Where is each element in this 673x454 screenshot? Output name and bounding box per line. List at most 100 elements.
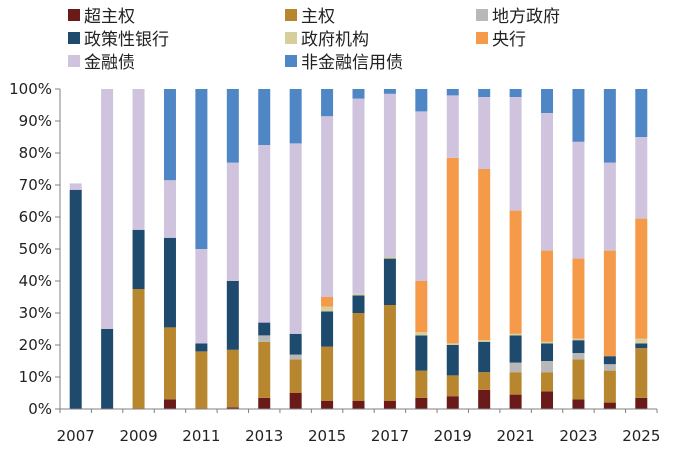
bar-2016-6	[352, 98, 365, 294]
bar-2025-1	[635, 348, 648, 398]
x-tick-label-2017: 2017	[371, 427, 409, 445]
bar-2009-6	[132, 89, 145, 230]
y-tick-label-2: 20%	[19, 336, 52, 354]
bar-2020-1	[478, 372, 491, 390]
bar-2012-0	[226, 407, 239, 409]
bar-2013-7	[258, 89, 271, 145]
legend-label-1: 主权	[301, 7, 335, 27]
legend-label-6: 金融债	[84, 53, 135, 73]
bar-2014-2	[289, 354, 302, 360]
bar-2018-7	[415, 89, 428, 112]
bar-2023-2	[572, 353, 585, 360]
bar-2020-4	[478, 340, 491, 342]
x-tick-label-2009: 2009	[119, 427, 157, 445]
bar-2020-0	[478, 389, 491, 409]
bar-2023-3	[572, 340, 585, 353]
bar-2019-1	[446, 375, 459, 397]
bar-2012-7	[226, 89, 239, 163]
bar-2008-6	[101, 89, 114, 329]
legend-swatch-4	[285, 32, 297, 44]
legend-swatch-3	[68, 32, 80, 44]
x-tick-label-2011: 2011	[182, 427, 220, 445]
y-tick-label-6: 60%	[19, 208, 52, 226]
bar-2024-6	[603, 162, 616, 251]
bar-2016-7	[352, 89, 365, 99]
bar-2014-3	[289, 333, 302, 355]
bar-2025-7	[635, 89, 648, 137]
legend-swatch-6	[68, 55, 80, 67]
bar-2025-0	[635, 397, 648, 409]
x-tick-label-2025: 2025	[622, 427, 660, 445]
bar-2011-3	[195, 343, 208, 352]
bar-2023-1	[572, 359, 585, 400]
bars	[69, 89, 648, 409]
bar-2016-0	[352, 401, 365, 409]
legend-label-2: 地方政府	[492, 7, 560, 27]
bar-2024-7	[603, 89, 616, 163]
bar-2024-3	[603, 356, 616, 365]
bar-2011-6	[195, 249, 208, 344]
bar-2016-4	[352, 293, 365, 296]
bar-2018-5	[415, 281, 428, 333]
bar-2022-1	[541, 372, 554, 392]
bar-2018-1	[415, 370, 428, 398]
bar-2019-4	[446, 343, 459, 345]
bar-2020-3	[478, 341, 491, 373]
legend-label-5: 央行	[492, 30, 526, 50]
bar-2017-6	[383, 93, 396, 257]
y-tick-label-7: 70%	[19, 176, 52, 194]
bar-2009-1	[132, 289, 145, 409]
y-tick-label-1: 10%	[19, 368, 52, 386]
bar-2025-4	[635, 338, 648, 344]
axes: 0% 10% 20% 30% 40% 50% 60% 70% 80% 90% 100% 2007 200…	[9, 80, 660, 445]
bar-2024-1	[603, 370, 616, 403]
bar-2007-6	[69, 183, 82, 190]
bar-2016-1	[352, 313, 365, 401]
bar-2019-3	[446, 345, 459, 376]
bar-2022-0	[541, 391, 554, 409]
bar-2024-2	[603, 364, 616, 371]
bar-2022-4	[541, 341, 554, 344]
bar-2018-6	[415, 111, 428, 282]
bar-2019-5	[446, 157, 459, 344]
legend-label-4: 政府机构	[301, 30, 369, 50]
bar-2021-7	[509, 89, 522, 97]
bar-2014-7	[289, 89, 302, 144]
y-tick-label-9: 90%	[19, 112, 52, 130]
bar-2015-6	[321, 116, 334, 297]
bar-2012-6	[226, 162, 239, 281]
bar-2010-1	[163, 327, 176, 400]
legend-label-3: 政策性银行	[84, 30, 169, 50]
bar-2013-1	[258, 341, 271, 398]
bar-2010-6	[163, 180, 176, 238]
bar-2016-3	[352, 295, 365, 313]
legend-swatch-1	[285, 9, 297, 21]
bar-2017-1	[383, 305, 396, 401]
bar-2017-0	[383, 401, 396, 409]
bar-2025-6	[635, 137, 648, 219]
bar-2022-3	[541, 343, 554, 361]
bar-2018-3	[415, 335, 428, 371]
bar-2010-0	[163, 399, 176, 409]
bar-2019-6	[446, 95, 459, 158]
bar-2017-4	[383, 257, 396, 259]
bar-2021-0	[509, 394, 522, 409]
bar-2015-4	[321, 306, 334, 312]
bar-2014-1	[289, 359, 302, 393]
x-tick-label-2007: 2007	[57, 427, 95, 445]
bar-2020-5	[478, 169, 491, 341]
bar-2013-0	[258, 397, 271, 409]
bar-2023-7	[572, 89, 585, 142]
x-tick-label-2019: 2019	[434, 427, 472, 445]
bar-2015-7	[321, 89, 334, 117]
bar-2023-6	[572, 141, 585, 259]
bar-2013-3	[258, 322, 271, 336]
bar-2021-1	[509, 372, 522, 395]
bar-2012-3	[226, 281, 239, 350]
bar-2014-0	[289, 393, 302, 409]
bar-2023-4	[572, 338, 585, 341]
bar-2024-5	[603, 250, 616, 357]
bar-2021-4	[509, 333, 522, 336]
